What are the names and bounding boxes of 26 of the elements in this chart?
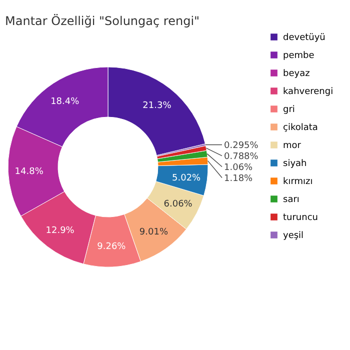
data-label: 18.4% [50,96,80,107]
data-label: 0.295% [224,140,259,151]
legend-label: devetüyü [283,33,326,43]
data-label: 1.18% [224,174,254,184]
legend-label: turuncu [283,213,318,223]
data-label: 9.26% [97,242,126,252]
donut-slice [157,150,208,162]
data-label: 0.788% [224,152,259,162]
legend-label: siyah [283,159,307,169]
data-label: 14.8% [14,166,44,177]
legend-label: pembe [283,51,315,61]
legend-label: beyaz [283,69,310,79]
data-label: 1.06% [224,162,254,173]
data-label: 12.9% [46,226,75,236]
chart-title: Mantar Özelliği "Solungaç rengi" [5,14,200,28]
data-label: 21.3% [142,101,172,112]
legend-label: sarı [283,195,300,205]
data-label: 5.02% [172,173,202,184]
legend-label: gri [283,105,295,115]
legend-label: yeşil [283,231,304,241]
legend-label: mor [283,141,302,151]
legend-label: kırmızı [283,177,313,187]
data-label: 6.06% [164,200,193,210]
legend-label: çikolata [283,123,318,133]
data-label: 9.01% [139,227,168,238]
legend-label: kahverengi [283,87,334,97]
